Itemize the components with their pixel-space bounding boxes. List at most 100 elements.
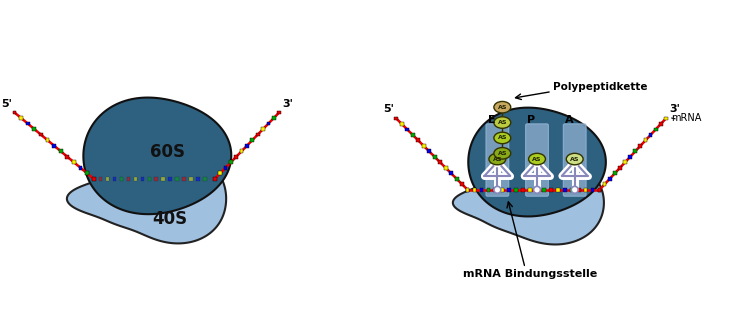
Bar (120, 177, 124, 181)
Bar (514, 188, 518, 192)
Bar (494, 188, 498, 192)
Bar (169, 177, 172, 181)
Bar (500, 188, 504, 192)
Bar (629, 155, 632, 159)
Bar (134, 177, 137, 181)
Bar (46, 138, 49, 142)
Bar (175, 177, 179, 181)
FancyBboxPatch shape (563, 124, 586, 196)
Text: AS: AS (492, 157, 502, 162)
Bar (394, 117, 398, 120)
Bar (577, 188, 581, 192)
Ellipse shape (489, 153, 506, 165)
Bar (113, 177, 116, 181)
Circle shape (494, 186, 500, 193)
Ellipse shape (566, 153, 583, 165)
Bar (277, 111, 281, 114)
Ellipse shape (494, 132, 511, 144)
Bar (639, 144, 643, 148)
Bar (59, 149, 63, 153)
Bar (203, 177, 207, 181)
Bar (460, 182, 464, 186)
Bar (417, 138, 420, 142)
Polygon shape (67, 154, 226, 243)
Bar (659, 122, 662, 126)
Bar (189, 177, 193, 181)
Bar (66, 155, 69, 159)
Bar (234, 155, 238, 159)
Bar (26, 122, 29, 125)
Text: P: P (527, 115, 535, 125)
Ellipse shape (494, 147, 511, 159)
Text: AS: AS (498, 135, 507, 140)
Text: AS: AS (498, 120, 507, 125)
Bar (161, 177, 165, 181)
Bar (542, 188, 546, 192)
Text: 5': 5' (383, 105, 394, 115)
Bar (507, 188, 511, 192)
Bar (634, 149, 637, 153)
Text: E: E (487, 115, 495, 125)
Text: AS: AS (532, 157, 542, 162)
Bar (72, 160, 76, 164)
Text: mRNA: mRNA (671, 113, 701, 124)
Bar (613, 171, 617, 175)
Bar (245, 144, 249, 147)
Bar (603, 182, 606, 186)
Bar (141, 177, 144, 181)
Ellipse shape (494, 102, 511, 113)
Bar (219, 171, 222, 175)
Bar (444, 166, 447, 170)
Bar (570, 188, 573, 192)
Polygon shape (453, 161, 604, 244)
Bar (422, 144, 425, 148)
Text: 60S: 60S (149, 143, 185, 161)
Bar (250, 138, 254, 142)
Bar (261, 127, 265, 131)
Bar (183, 177, 185, 181)
FancyBboxPatch shape (526, 124, 548, 196)
Text: A: A (565, 115, 573, 125)
Bar (85, 171, 89, 175)
Bar (400, 122, 403, 126)
Bar (147, 177, 151, 181)
Bar (449, 171, 453, 175)
Bar (79, 166, 82, 170)
Bar (528, 188, 532, 192)
Bar (598, 188, 601, 192)
Bar (229, 160, 233, 164)
Bar (106, 177, 110, 181)
Bar (618, 166, 622, 170)
Bar (99, 177, 102, 181)
Bar (438, 160, 442, 164)
Bar (466, 188, 470, 192)
Bar (32, 127, 36, 131)
Bar (196, 177, 199, 181)
Bar (648, 133, 653, 137)
Bar (473, 188, 476, 192)
Bar (127, 177, 130, 181)
Bar (549, 188, 553, 192)
Bar (224, 166, 227, 170)
Text: AS: AS (570, 157, 579, 162)
Text: 5': 5' (1, 99, 13, 109)
Bar (428, 149, 431, 153)
Bar (664, 117, 668, 120)
Bar (643, 138, 648, 142)
Bar (654, 127, 657, 131)
Bar (584, 188, 587, 192)
Bar (406, 127, 409, 131)
Ellipse shape (494, 117, 511, 128)
Ellipse shape (528, 153, 545, 165)
Bar (433, 155, 436, 159)
Bar (39, 133, 43, 136)
Text: 3': 3' (282, 99, 293, 109)
Bar (155, 177, 158, 181)
Bar (13, 111, 16, 114)
Bar (213, 177, 216, 181)
Text: AS: AS (498, 105, 507, 110)
Text: mRNA Bindungsstelle: mRNA Bindungsstelle (463, 269, 597, 279)
Bar (556, 188, 560, 192)
Circle shape (534, 186, 540, 193)
Bar (598, 188, 601, 192)
